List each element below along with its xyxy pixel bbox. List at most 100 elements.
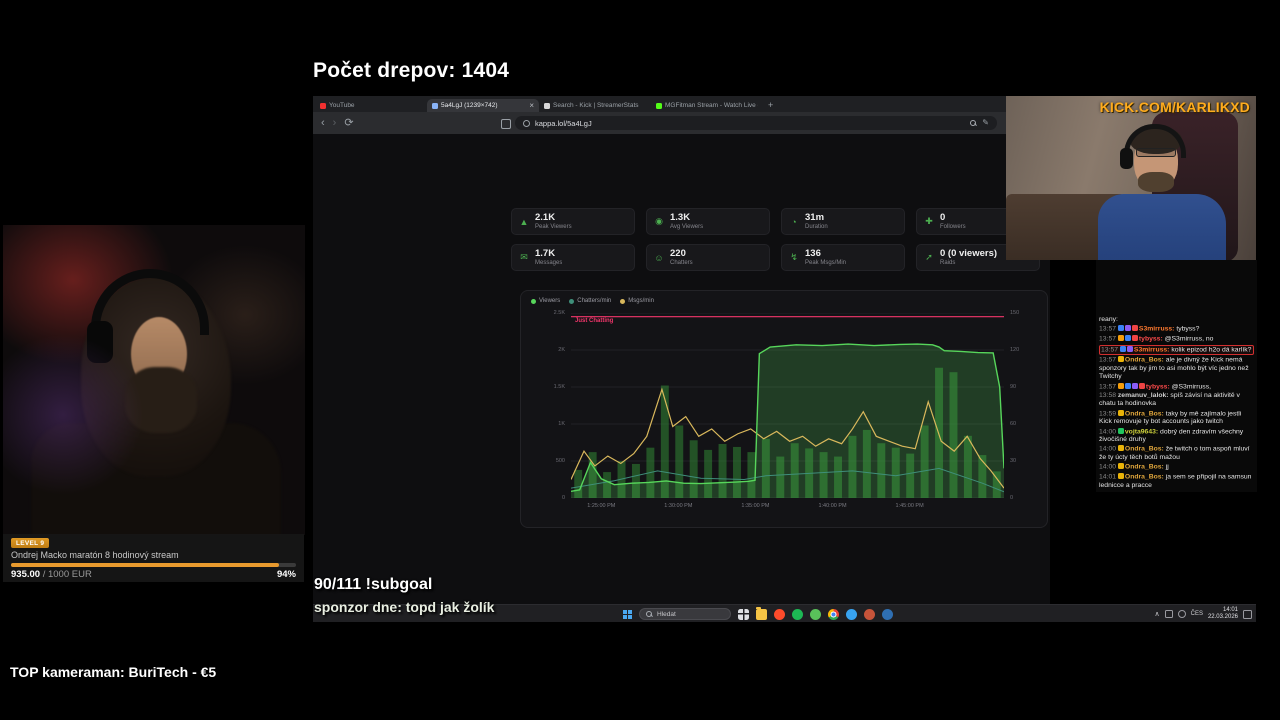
chat-timestamp: 14:00 <box>1099 428 1117 436</box>
chart-y-axis-left: 2.5K 2K 1.5K 1K 500 0 <box>539 310 567 501</box>
tab-label: YouTube <box>329 102 355 109</box>
browser-tab[interactable]: YouTube <box>315 99 427 112</box>
goal-progress-fill <box>11 563 279 567</box>
y-axis-tick-right: 90 <box>1010 384 1017 390</box>
browser-window: YouTube 5a4LgJ (1239×742) × Search - Kick |… <box>313 96 1050 604</box>
whatsapp-icon[interactable] <box>810 608 821 620</box>
chat-username[interactable]: Ondra_Bos: <box>1124 356 1164 364</box>
address-bar[interactable]: kappa.lol/5a4LgJ ✎ <box>515 116 997 130</box>
chat-username[interactable]: zemanuv_lalok: <box>1117 392 1169 400</box>
firefox-icon[interactable] <box>864 608 875 620</box>
chat-username[interactable]: tybyss: <box>1145 383 1170 391</box>
chat-text: taky by mě zajímalo jestli Kick removuje… <box>1099 410 1242 426</box>
chat-username[interactable]: Ondra_Bos: <box>1124 463 1164 471</box>
chat-message: 14:00 vojta9643: dobrý den zdravím všech… <box>1099 427 1254 445</box>
legend-label: Msgs/min <box>628 298 654 304</box>
start-button-icon[interactable] <box>623 609 632 619</box>
message-icon: ✉ <box>520 252 528 262</box>
browser-tab[interactable]: Search - Kick | StreamerStats <box>539 99 651 112</box>
chat-message: 14:01 Ondra_Bos: ja sem se připojil na s… <box>1099 473 1254 490</box>
webcam-left <box>3 225 305 535</box>
legend-item: Viewers <box>531 298 560 304</box>
chat-username[interactable]: Ondra_Bos: <box>1124 410 1164 418</box>
stat-label: Chatters <box>670 259 693 266</box>
chart-x-axis: 1:25:00 PM 1:30:00 PM 1:35:00 PM 1:40:00 PM… <box>571 503 1004 513</box>
stat-card: ◉ 1.3K Avg Viewers <box>646 208 770 235</box>
tray-icon[interactable] <box>1164 610 1173 618</box>
y-axis-tick-left: 2K <box>558 347 565 353</box>
chat-badge-icon <box>1117 409 1124 416</box>
tab-label: Search - Kick | StreamerStats <box>553 102 639 109</box>
chat-username[interactable]: vojta9643: <box>1124 428 1159 436</box>
chat-badge-icon <box>1124 335 1131 342</box>
stat-value: 1.7K <box>535 248 556 259</box>
raid-icon: ➚ <box>925 252 933 262</box>
chat-message: 13:57 tybyss: @S3mirruss, no <box>1099 335 1254 344</box>
chrome-icon[interactable] <box>828 608 839 620</box>
edit-url-icon[interactable]: ✎ <box>982 118 989 127</box>
clock-time: 14:01 <box>1222 607 1238 613</box>
taskbar-apps <box>738 606 893 620</box>
taskbar-search[interactable]: Hledat <box>639 608 731 620</box>
chat-overlay: reany: 13:57 S3mirruss: tybyss? 13:57 tyby… <box>1096 260 1257 492</box>
chat-username[interactable]: Ondra_Bos: <box>1124 445 1164 453</box>
chat-username[interactable]: Ondra_Bos: <box>1124 473 1164 481</box>
chat-badge-icon <box>1117 356 1124 363</box>
chat-timestamp: 14:00 <box>1099 463 1117 471</box>
x-axis-tick: 1:45:00 PM <box>895 503 924 509</box>
chat-username[interactable]: tybyss: <box>1138 335 1163 343</box>
search-label: Hledat <box>657 610 676 618</box>
edge-icon[interactable] <box>846 608 857 620</box>
stat-value: 1.3K <box>670 212 691 223</box>
search-icon[interactable] <box>970 119 977 127</box>
notification-icon[interactable] <box>1243 609 1252 619</box>
file-explorer-icon[interactable] <box>756 606 767 620</box>
search-icon <box>646 610 653 618</box>
browser-tab[interactable]: 5a4LgJ (1239×742) × <box>427 99 539 112</box>
stat-label: Avg Viewers <box>670 223 704 230</box>
tab-close-icon[interactable]: × <box>529 101 534 110</box>
chat-text: dobrý den zdravím všechny živočišné druh… <box>1099 428 1244 444</box>
stat-label: Raids <box>940 259 956 266</box>
chat-timestamp: 14:01 <box>1099 473 1117 481</box>
language-indicator[interactable]: ČES <box>1190 611 1203 617</box>
tab-favicon <box>432 102 438 109</box>
kick-url-text: KICK.COM/KARLIKXD <box>1099 99 1250 115</box>
taskbar-clock[interactable]: 14:01 22.03.2026 <box>1208 607 1238 621</box>
chat-text: ja sem se připojil na samsun lednicce a … <box>1099 473 1252 489</box>
task-view-icon[interactable] <box>738 608 749 620</box>
goal-percent: 94% <box>276 569 296 580</box>
clock-date: 22.03.2026 <box>1207 614 1238 620</box>
tray-icon[interactable] <box>1177 610 1186 618</box>
browser-tab[interactable]: MGFitman Stream - Watch Live on K <box>651 99 763 112</box>
chat-text: jj <box>1165 463 1169 471</box>
site-info-icon[interactable] <box>523 119 530 127</box>
new-tab-button[interactable]: + <box>768 100 774 110</box>
chat-badge-icon <box>1117 463 1124 470</box>
stat-value: 31m <box>805 212 825 223</box>
subgoal-text: 90/111 !subgoal <box>314 576 433 593</box>
chat-username[interactable]: S3mirruss: <box>1133 346 1170 354</box>
back-button[interactable]: ‹ <box>321 116 325 129</box>
tab-label: MGFitman Stream - Watch Live on K <box>665 102 758 109</box>
headphone-earcup <box>87 321 113 363</box>
glasses <box>1136 148 1176 157</box>
chat-message: reany: <box>1099 316 1254 324</box>
forward-button[interactable]: › <box>332 116 337 129</box>
stats-chart-panel: Viewers Chatters/min Msgs/min 2.5K 2K 1.5K 1K… <box>520 290 1048 528</box>
stat-card: ✉ 1.7K Messages <box>511 244 635 271</box>
tray-expand-icon[interactable]: ∧ <box>1154 610 1160 618</box>
spotify-icon[interactable] <box>792 608 803 620</box>
opera-icon[interactable] <box>774 608 785 620</box>
reload-button[interactable]: ⟳ <box>344 116 354 129</box>
chat-username[interactable]: S3mirruss: <box>1138 325 1175 333</box>
stat-card: ▲ 2.1K Peak Viewers <box>511 208 635 235</box>
top-cameraman-text: TOP kameraman: BuriTech - €5 <box>10 664 217 680</box>
chat-message: 13:57 S3mirruss: tybyss? <box>1099 325 1254 334</box>
side-panel-icon[interactable] <box>501 119 511 129</box>
y-axis-tick-left: 1.5K <box>553 384 565 390</box>
chat-text: že twitch o tom aspoň mluví že ty úcty t… <box>1099 445 1250 462</box>
chat-timestamp: 13:57 <box>1099 383 1117 391</box>
streamer-body <box>1098 194 1226 260</box>
steam-icon[interactable] <box>882 608 893 620</box>
